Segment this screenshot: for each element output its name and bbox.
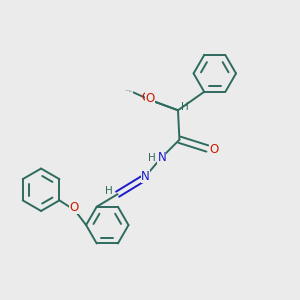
Text: H: H (148, 153, 155, 163)
Text: N: N (158, 151, 166, 164)
Text: methoxy: methoxy (129, 91, 136, 92)
Text: H: H (182, 102, 189, 112)
Text: O: O (146, 92, 154, 105)
Text: O: O (209, 142, 218, 156)
Text: O: O (69, 201, 79, 214)
Text: methoxy: methoxy (126, 90, 133, 92)
Text: N: N (141, 170, 150, 183)
Text: H: H (106, 186, 113, 196)
Text: O: O (142, 91, 151, 104)
